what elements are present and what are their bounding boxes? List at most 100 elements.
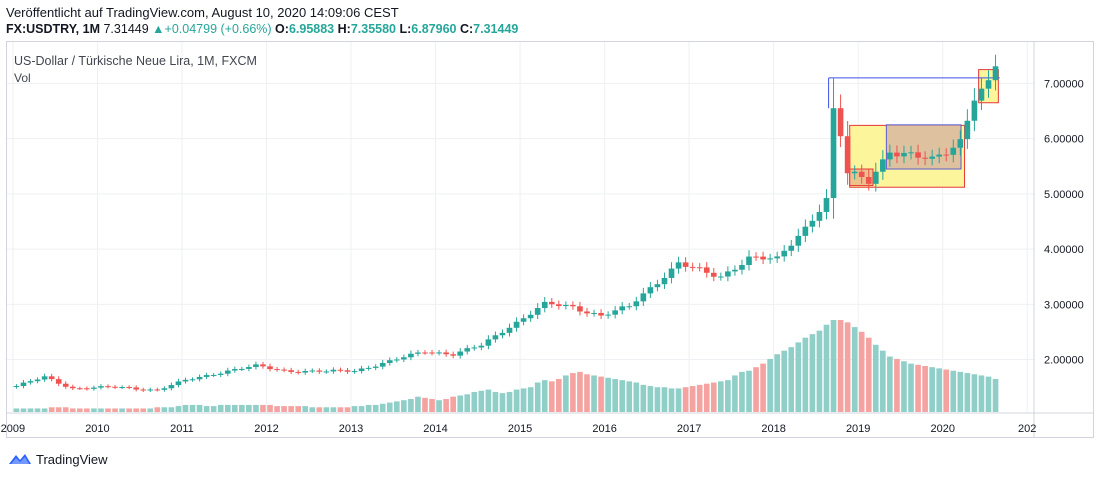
candle-body [957, 139, 964, 148]
candle-body [365, 367, 372, 369]
candle-body [767, 258, 773, 260]
candle-body [330, 369, 337, 372]
candle-body [401, 357, 407, 360]
x-tick-label: 2019 [846, 423, 870, 435]
volume-bar [943, 369, 950, 412]
volume-bar [196, 404, 203, 412]
candle-body [436, 352, 442, 354]
volume-bar [358, 406, 365, 412]
volume-bar [689, 386, 696, 412]
candle-body [210, 374, 217, 376]
volume-bar [894, 358, 900, 412]
candle-body [534, 308, 541, 315]
y-tick-label: 7.00000 [1044, 78, 1084, 90]
chart-frame[interactable] [6, 41, 1094, 438]
volume-bar [274, 406, 280, 412]
volume-bar [246, 404, 252, 412]
volume-bar [661, 387, 668, 412]
candle-body [77, 388, 83, 390]
candle-body [485, 339, 492, 346]
volume-bar [541, 380, 548, 412]
volume-bar [640, 384, 647, 412]
published-line: Veröffentlicht auf TradingView.com, Augu… [6, 5, 399, 20]
candle-body [126, 387, 132, 389]
volume-bar [647, 386, 654, 412]
volume-bar [809, 334, 816, 412]
candle-body [13, 386, 20, 388]
volume-bar [13, 408, 20, 412]
volume-bar [105, 408, 111, 412]
candle-body [872, 171, 879, 184]
candle-body [809, 220, 816, 227]
volume-bar [161, 407, 168, 412]
candle-body [41, 376, 48, 380]
candle-body [175, 381, 182, 386]
volume-bar [880, 350, 886, 412]
candle-body [246, 367, 252, 369]
volume-bar [69, 408, 76, 412]
candle-body [689, 266, 696, 268]
candle-body [105, 386, 111, 388]
candle-body [379, 362, 386, 367]
low-label: L: [399, 22, 412, 36]
candle-body [837, 108, 844, 137]
volume-bar [908, 363, 914, 412]
candle-body [654, 284, 661, 288]
candle-body [471, 347, 478, 349]
candle-body [901, 152, 907, 157]
candle-body [661, 277, 668, 285]
volume-bar [436, 400, 442, 412]
candle-body [675, 262, 682, 269]
candle-body [732, 269, 738, 272]
volume-bar [527, 387, 534, 412]
footer-brand[interactable]: TradingView [8, 451, 108, 467]
candle-body [739, 265, 745, 270]
candle-body [112, 386, 118, 388]
volume-bar [316, 407, 323, 412]
volume-bar [978, 375, 985, 412]
volume-bar [401, 400, 407, 412]
volume-bar [267, 404, 273, 412]
candle-body [753, 256, 759, 258]
volume-bar [457, 395, 464, 412]
candle-body [682, 262, 689, 267]
volume-bar [77, 408, 83, 412]
candle-body [27, 381, 34, 383]
volume-bar [605, 377, 611, 412]
volume-bar [330, 407, 337, 412]
high-label: H: [337, 22, 351, 36]
candle-body [556, 304, 562, 307]
candle-body [844, 136, 851, 174]
x-tick-label: 2012 [254, 423, 278, 435]
candle-body [894, 152, 900, 157]
candle-body [506, 327, 513, 333]
volume-bar [964, 373, 971, 412]
candle-body [725, 271, 731, 277]
candle-body [372, 366, 379, 368]
volume-bar [710, 382, 717, 412]
volume-bar [534, 382, 541, 412]
volume-bar [253, 404, 259, 412]
candle-body [408, 353, 414, 358]
volume-bar [971, 374, 978, 412]
candle-body [858, 171, 865, 177]
candle-body [239, 368, 245, 370]
volume-bar [584, 374, 590, 412]
y-tick-label: 6.00000 [1044, 134, 1084, 146]
x-tick-label: 2016 [592, 423, 616, 435]
symbol-quote-line: FX:USDTRY, 1M 7.31449 ▲+0.04799 (+0.66%)… [6, 22, 518, 36]
volume-bar [450, 396, 456, 412]
candle-body [133, 387, 140, 390]
candle-body [450, 354, 456, 356]
candle-body [224, 370, 231, 374]
volume-bar [48, 407, 55, 412]
volume-bar [577, 371, 583, 412]
volume-bar [443, 399, 449, 412]
candle-body [598, 312, 604, 316]
volume-bar [929, 367, 935, 412]
volume-bar [985, 376, 992, 412]
candle-body [55, 379, 62, 384]
y-tick-label: 4.00000 [1044, 244, 1084, 256]
chart-legend-vol: Vol [14, 71, 31, 85]
